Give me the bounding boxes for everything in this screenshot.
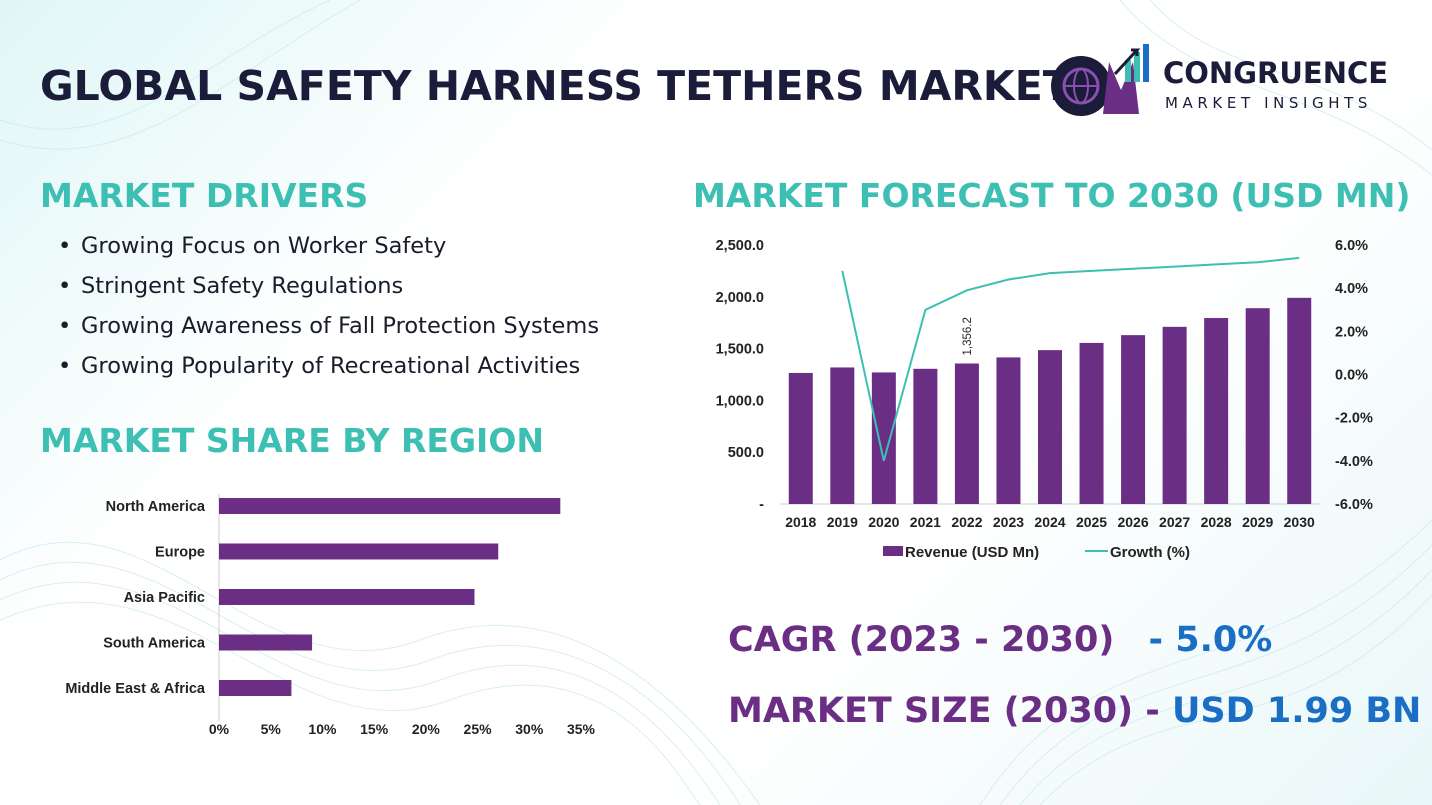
x-tick-label: 30% [515, 721, 544, 737]
bullet-icon: • [58, 273, 72, 299]
category-label: Asia Pacific [124, 590, 205, 606]
bar [219, 680, 292, 696]
x-tick-label: 35% [567, 721, 596, 737]
list-item: • Stringent Safety Regulations [58, 268, 599, 308]
x-tick-label: 2019 [827, 514, 858, 530]
x-tick-label: 15% [360, 721, 389, 737]
x-tick-label: 2027 [1159, 514, 1190, 530]
x-tick-label: 2021 [910, 514, 941, 530]
x-tick-label: 10% [308, 721, 337, 737]
bar [788, 372, 813, 504]
legend-label-growth: Growth (%) [1110, 544, 1190, 561]
y-right-tick-label: 4.0% [1335, 281, 1368, 297]
bar [1079, 342, 1104, 504]
y-right-tick-label: -2.0% [1335, 411, 1373, 427]
list-item: • Growing Awareness of Fall Protection Sy… [58, 308, 599, 348]
market-drivers-heading: MARKET DRIVERS [40, 176, 369, 215]
market-share-heading: MARKET SHARE BY REGION [40, 421, 544, 460]
category-label: South America [103, 636, 206, 652]
forecast-chart: - 500.0 1,000.0 1,500.0 2,000.0 2,500.0 -6.0% -… [716, 238, 1373, 561]
bar [996, 357, 1021, 504]
cagr-stat: CAGR (2023 - 2030) - 5.0% [728, 620, 1272, 660]
cagr-label: CAGR (2023 - 2030) [728, 620, 1115, 660]
y-right-tick-label: -4.0% [1335, 454, 1373, 470]
x-tick-label: 5% [261, 721, 282, 737]
x-tick-label: 20% [412, 721, 441, 737]
bar [219, 634, 313, 651]
driver-text: Growing Popularity of Recreational Activ… [81, 353, 581, 379]
bullet-icon: • [58, 353, 72, 379]
y-left-tick-label: 1,500.0 [716, 342, 764, 358]
y-left-tick-label: 2,500.0 [716, 238, 764, 254]
cagr-value: - 5.0% [1148, 620, 1273, 660]
market-size-label: MARKET SIZE (2030) - [728, 691, 1160, 731]
x-tick-label: 2020 [868, 514, 899, 530]
drivers-list: • Growing Focus on Worker Safety • Stringe… [58, 228, 599, 388]
data-label: 1,356.2 [962, 317, 974, 355]
x-tick-label: 2023 [993, 514, 1024, 530]
market-size-value: USD 1.99 BN [1171, 691, 1422, 731]
bullet-icon: • [58, 233, 72, 259]
bar [913, 368, 938, 504]
driver-text: Stringent Safety Regulations [81, 273, 404, 299]
driver-text: Growing Awareness of Fall Protection Sys… [81, 313, 600, 339]
x-tick-label: 2030 [1284, 514, 1315, 530]
legend-swatch-revenue [883, 546, 903, 556]
bar [871, 372, 896, 504]
y-right-tick-label: 0.0% [1335, 368, 1368, 384]
legend-label-revenue: Revenue (USD Mn) [905, 544, 1039, 561]
logo-name: CONGRUENCE [1163, 56, 1389, 90]
y-right-tick-label: 2.0% [1335, 324, 1368, 340]
page-title: GLOBAL SAFETY HARNESS TETHERS MARKET [40, 62, 1071, 110]
region-share-chart: North America Europe Asia Pacific South Ame… [65, 494, 596, 737]
globe-bar-chart-logo-icon [1051, 44, 1149, 116]
list-item: • Growing Popularity of Recreational Acti… [58, 348, 599, 388]
x-tick-label: 2028 [1201, 514, 1232, 530]
bar [1245, 308, 1270, 504]
x-tick-label: 2025 [1076, 514, 1107, 530]
market-size-stat: MARKET SIZE (2030) - USD 1.99 BN [728, 691, 1421, 731]
x-tick-label: 2026 [1117, 514, 1148, 530]
company-logo: CONGRUENCE MARKET INSIGHTS [1045, 40, 1405, 120]
growth-line [841, 256, 1300, 462]
driver-text: Growing Focus on Worker Safety [81, 233, 447, 259]
bar [1162, 326, 1187, 504]
y-right-tick-label: -6.0% [1335, 497, 1373, 513]
y-left-tick-label: 1,000.0 [716, 393, 764, 409]
x-tick-label: 2029 [1242, 514, 1273, 530]
logo-subtitle: MARKET INSIGHTS [1165, 94, 1373, 112]
list-item: • Growing Focus on Worker Safety [58, 228, 599, 268]
market-forecast-heading: MARKET FORECAST TO 2030 (USD MN) [693, 176, 1411, 215]
y-left-tick-label: 500.0 [728, 445, 764, 461]
category-label: Europe [155, 545, 205, 561]
x-tick-label: 0% [209, 721, 230, 737]
x-tick-label: 25% [464, 721, 493, 737]
category-label: Middle East & Africa [65, 681, 206, 697]
bar [1287, 297, 1312, 504]
bar [1204, 318, 1229, 504]
y-left-tick-label: - [759, 497, 764, 513]
bar [219, 498, 561, 514]
bar [1038, 350, 1062, 504]
y-left-tick-label: 2,000.0 [716, 290, 764, 306]
bullet-icon: • [58, 313, 72, 339]
bar [219, 543, 499, 560]
category-label: North America [106, 499, 206, 515]
bar [830, 367, 855, 504]
bar [219, 589, 475, 605]
x-tick-label: 2024 [1034, 514, 1065, 530]
y-right-tick-label: 6.0% [1335, 238, 1368, 254]
x-tick-label: 2018 [785, 514, 816, 530]
x-tick-label: 2022 [951, 514, 982, 530]
bar [954, 363, 979, 504]
bar [1121, 335, 1146, 504]
